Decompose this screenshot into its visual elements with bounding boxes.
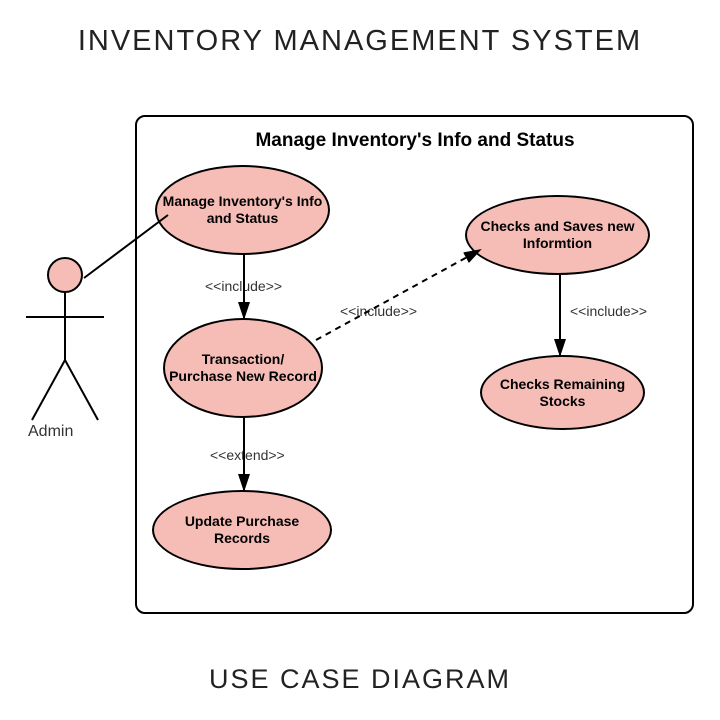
usecase-label: Checks Remaining Stocks (486, 376, 639, 410)
usecase-label: Manage Inventory's Info and Status (161, 193, 324, 227)
rel-label-include-1: <<include>> (205, 278, 282, 294)
usecase-transaction: Transaction/ Purchase New Record (163, 318, 323, 418)
rel-label-include-2: <<include>> (340, 303, 417, 319)
usecase-checks-stocks: Checks Remaining Stocks (480, 355, 645, 430)
usecase-checks-saves: Checks and Saves new Informtion (465, 195, 650, 275)
rel-label-extend: <<extend>> (210, 447, 285, 463)
footer-title: USE CASE DIAGRAM (0, 664, 720, 695)
actor-label: Admin (28, 423, 73, 441)
usecase-label: Checks and Saves new Informtion (471, 218, 644, 252)
usecase-manage-info: Manage Inventory's Info and Status (155, 165, 330, 255)
system-title: Manage Inventory's Info and Status (225, 130, 605, 152)
rel-label-include-3: <<include>> (570, 303, 647, 319)
usecase-label: Update Purchase Records (158, 513, 326, 547)
page-title: INVENTORY MANAGEMENT SYSTEM (0, 25, 720, 58)
usecase-label: Transaction/ Purchase New Record (169, 351, 317, 385)
usecase-update-purchase: Update Purchase Records (152, 490, 332, 570)
